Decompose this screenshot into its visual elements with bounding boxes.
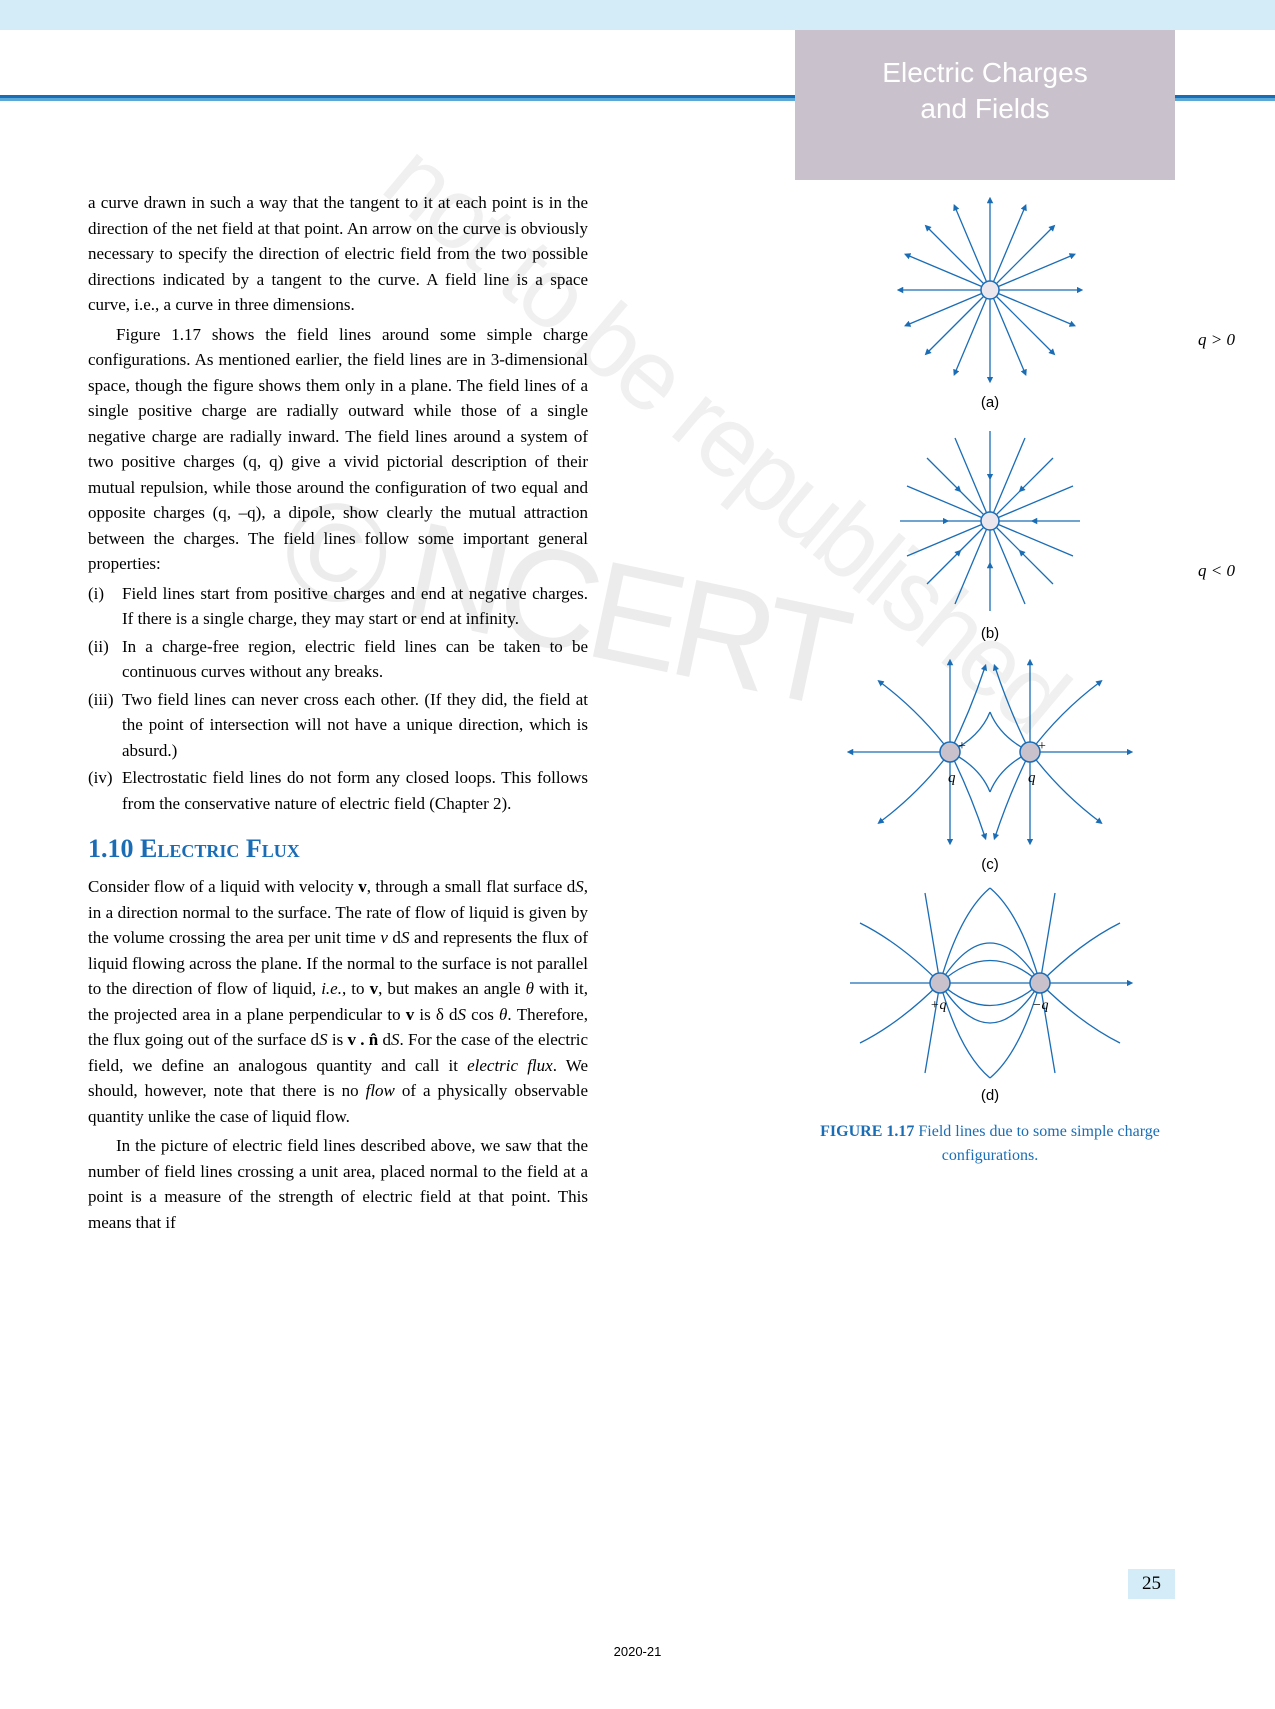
- footer-year: 2020-21: [0, 1644, 1275, 1659]
- figure-panel-b: q < 0 (b): [805, 421, 1175, 642]
- list-item-3: (iii) Two field lines can never cross ea…: [88, 687, 588, 764]
- paragraph-1: a curve drawn in such a way that the tan…: [88, 190, 588, 318]
- page-number: 25: [1128, 1569, 1175, 1599]
- chapter-title: Electric Charges and Fields: [795, 55, 1175, 128]
- charge-label-c-right: q: [1028, 770, 1036, 786]
- field-lines-negative-icon: [875, 421, 1105, 621]
- list-item-2: (ii) In a charge-free region, electric f…: [88, 634, 588, 685]
- field-lines-positive-icon: [875, 190, 1105, 390]
- figure-panel-c: + + q q (c): [805, 652, 1175, 873]
- top-bar: [0, 0, 1275, 30]
- figure-caption: FIGURE 1.17 Field lines due to some simp…: [805, 1120, 1175, 1168]
- field-lines-two-positive-icon: + + q q: [840, 652, 1140, 852]
- section-heading: 1.10 Electric Flux: [88, 834, 588, 864]
- chapter-title-line1: Electric Charges: [882, 57, 1087, 88]
- charge-label-d-left: +q: [930, 998, 946, 1013]
- list-item-1: (i) Field lines start from positive char…: [88, 581, 588, 632]
- panel-b-label: (b): [805, 625, 1175, 642]
- panel-a-label: (a): [805, 394, 1175, 411]
- panel-d-label: (d): [805, 1087, 1175, 1104]
- field-lines-dipole-icon: +q −q: [840, 883, 1140, 1083]
- charge-label-c-left: q: [948, 770, 956, 786]
- chapter-title-line2: and Fields: [920, 93, 1049, 124]
- charge-label-d-right: −q: [1032, 998, 1048, 1013]
- panel-a-annotation: q > 0: [1198, 330, 1235, 350]
- section-title: Electric Flux: [140, 834, 300, 863]
- list-text: Field lines start from positive charges …: [122, 581, 588, 632]
- paragraph-2: Figure 1.17 shows the field lines around…: [88, 322, 588, 577]
- figure-column: q > 0 (a): [805, 190, 1175, 1168]
- list-text: Electrostatic field lines do not form an…: [122, 765, 588, 816]
- paragraph-3: Consider flow of a liquid with velocity …: [88, 874, 588, 1129]
- figure-caption-label: FIGURE 1.17: [820, 1123, 914, 1140]
- chapter-tab: Electric Charges and Fields: [795, 30, 1175, 180]
- section-number: 1.10: [88, 834, 134, 863]
- figure-panel-a: q > 0 (a): [805, 190, 1175, 411]
- paragraph-4: In the picture of electric field lines d…: [88, 1133, 588, 1235]
- list-text: In a charge-free region, electric field …: [122, 634, 588, 685]
- figure-caption-text: Field lines due to some simple charge co…: [914, 1123, 1159, 1164]
- panel-c-label: (c): [805, 856, 1175, 873]
- list-num: (i): [88, 581, 122, 632]
- list-item-4: (iv) Electrostatic field lines do not fo…: [88, 765, 588, 816]
- list-num: (iii): [88, 687, 122, 764]
- list-text: Two field lines can never cross each oth…: [122, 687, 588, 764]
- svg-text:+: +: [958, 739, 966, 754]
- figure-panel-d: +q −q (d): [805, 883, 1175, 1104]
- panel-b-annotation: q < 0: [1198, 561, 1235, 581]
- svg-text:+: +: [1038, 739, 1046, 754]
- list-num: (ii): [88, 634, 122, 685]
- main-text-column: a curve drawn in such a way that the tan…: [88, 190, 588, 1239]
- list-num: (iv): [88, 765, 122, 816]
